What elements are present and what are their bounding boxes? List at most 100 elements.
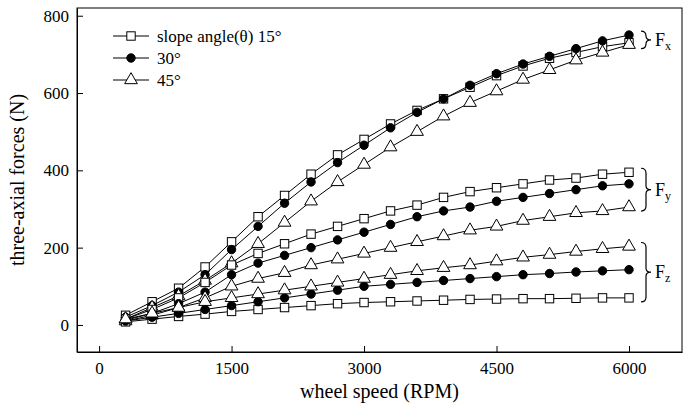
- x-axis: 01500300045006000: [78, 346, 683, 378]
- tick-label: 4500: [480, 359, 514, 378]
- marker: [331, 275, 344, 286]
- tick-mark: [77, 16, 83, 17]
- tick: 400: [44, 161, 84, 180]
- tick-mark: [497, 346, 498, 352]
- series-line: [126, 43, 629, 315]
- marker: [358, 157, 371, 168]
- tick-label: 600: [44, 84, 70, 103]
- marker: [201, 278, 209, 286]
- marker: [278, 215, 291, 226]
- tick-mark: [232, 346, 233, 352]
- tick-label: 0: [61, 316, 70, 335]
- marker: [598, 170, 606, 178]
- marker: [625, 180, 633, 188]
- marker: [439, 95, 447, 103]
- marker: [307, 230, 315, 238]
- marker: [252, 287, 265, 298]
- marker: [333, 158, 341, 166]
- marker: [596, 204, 609, 215]
- tick-label: 3000: [348, 359, 382, 378]
- marker: [360, 141, 368, 149]
- tick: 0: [95, 346, 104, 378]
- marker: [307, 178, 315, 186]
- series: [121, 265, 633, 325]
- marker: [413, 278, 421, 286]
- marker: [331, 252, 344, 263]
- marker: [519, 294, 527, 302]
- marker: [570, 53, 583, 64]
- tick-mark: [77, 93, 83, 94]
- series: [121, 180, 633, 325]
- marker: [570, 244, 583, 255]
- marker: [543, 63, 556, 74]
- marker: [413, 201, 421, 209]
- marker: [464, 223, 477, 234]
- marker: [439, 207, 447, 215]
- legend-label: 30°: [157, 49, 181, 68]
- marker: [280, 240, 288, 248]
- marker: [333, 286, 341, 294]
- marker: [543, 247, 556, 258]
- marker: [254, 213, 262, 221]
- marker: [254, 249, 262, 257]
- marker: [227, 245, 235, 253]
- marker: [307, 243, 315, 251]
- marker: [572, 294, 580, 302]
- series-line: [126, 246, 629, 319]
- marker: [225, 279, 238, 290]
- group-label: Fx: [655, 30, 671, 53]
- legend-label: 45°: [157, 71, 181, 90]
- tick: 1500: [215, 346, 249, 378]
- marker: [543, 209, 556, 220]
- tick: 0: [61, 316, 84, 335]
- marker: [119, 312, 132, 323]
- tick-label: 200: [44, 239, 70, 258]
- marker: [625, 294, 633, 302]
- marker: [545, 189, 553, 197]
- marker: [572, 185, 580, 193]
- marker: [227, 301, 235, 309]
- marker: [439, 95, 447, 103]
- marker: [280, 303, 288, 311]
- marker: [199, 294, 212, 305]
- marker: [439, 296, 447, 304]
- marker: [492, 197, 500, 205]
- marker: [466, 295, 474, 303]
- marker: [386, 298, 394, 306]
- marker: [623, 239, 636, 250]
- brace: [641, 242, 651, 301]
- tick-label: 800: [44, 7, 70, 26]
- marker: [201, 263, 209, 271]
- marker: [437, 229, 450, 240]
- marker: [519, 193, 527, 201]
- series-line: [126, 35, 629, 317]
- tick-label: 0: [95, 359, 104, 378]
- marker: [519, 60, 527, 68]
- marker: [201, 305, 209, 313]
- series: [121, 294, 633, 326]
- tick-label: 1500: [215, 359, 249, 378]
- marker: [254, 305, 262, 313]
- axis-line: [78, 352, 683, 353]
- marker: [227, 238, 235, 246]
- marker: [598, 37, 606, 45]
- series: [119, 37, 635, 322]
- marker: [464, 258, 477, 269]
- series: [119, 239, 635, 323]
- marker: [360, 282, 368, 290]
- marker: [492, 184, 500, 192]
- marker: [331, 175, 344, 186]
- marker: [623, 200, 636, 211]
- marker: [466, 203, 474, 211]
- plot-frame: [77, 8, 682, 352]
- marker: [305, 279, 318, 290]
- marker: [570, 206, 583, 217]
- marker: [252, 236, 265, 247]
- marker: [437, 260, 450, 271]
- tick-label: 400: [44, 161, 70, 180]
- marker: [254, 298, 262, 306]
- marker: [623, 37, 636, 48]
- tick-mark: [77, 170, 83, 171]
- series-line: [126, 45, 629, 319]
- series-line: [126, 184, 629, 320]
